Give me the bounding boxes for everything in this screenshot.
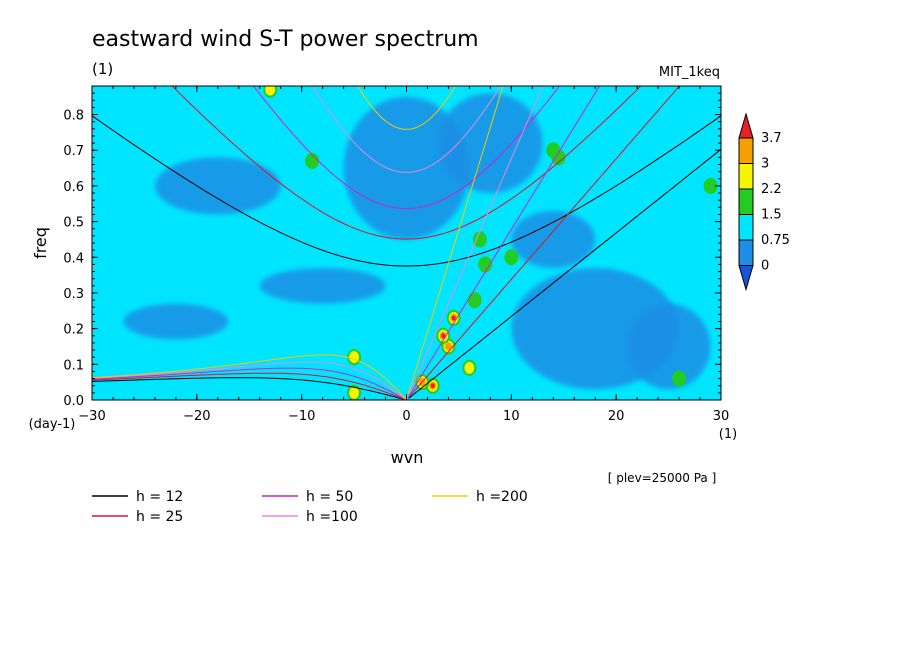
y-tick-label: 0.4 <box>63 251 84 266</box>
gravity-curve-12 <box>92 115 721 267</box>
y-axis-label: freq <box>31 227 50 259</box>
chart-subtitle: (1) <box>92 60 113 78</box>
colorbar-segment <box>738 188 754 215</box>
colorbar-label: 3.7 <box>761 131 782 146</box>
x-tick-label: 10 <box>503 409 520 424</box>
low-power-region <box>154 157 281 215</box>
colorbar-label: 0.75 <box>761 233 790 248</box>
power-blobs <box>263 86 718 400</box>
power-blob-peak <box>430 383 435 389</box>
dark-regions <box>123 93 711 390</box>
low-power-region <box>626 303 711 390</box>
kelvin-curve-100 <box>408 86 544 396</box>
x-tick-label: 30 <box>713 409 730 424</box>
y-tick-label: 0.5 <box>63 216 84 231</box>
kelvin-curve-200 <box>408 86 504 394</box>
power-blob-outer <box>703 177 718 194</box>
legend-label: h =100 <box>306 509 358 525</box>
x-tick-label: −30 <box>78 409 105 424</box>
y-tick-label: 0.0 <box>63 394 84 409</box>
x-tick-label: −20 <box>183 409 210 424</box>
rossby-curve-12 <box>92 377 409 400</box>
chart-title: eastward wind S-T power spectrum <box>92 27 479 52</box>
x-axis: −30 −20 −10 0 10 20 30 <box>78 86 729 424</box>
legend-label: h =200 <box>476 489 528 505</box>
kelvin-curve-12 <box>408 148 721 399</box>
colorbar-bottom-arrow <box>738 265 754 292</box>
colorbar-label: 1.5 <box>761 208 782 223</box>
gravity-curve-50 <box>252 86 561 210</box>
gravity-curve-25 <box>171 86 642 240</box>
y-tick-label: 0.8 <box>63 109 84 124</box>
rossby-curve-25 <box>92 372 408 400</box>
x-axis-label: wvn <box>391 448 424 467</box>
low-power-region <box>259 267 386 304</box>
colorbar-segment <box>738 239 754 266</box>
colorbar-segment <box>738 137 754 164</box>
rossby-curve-50 <box>92 367 408 400</box>
legend: h = 12 h = 25 h = 50 h =100 h =200 <box>92 489 528 525</box>
colorbar-segment <box>738 163 754 190</box>
x-unit-label: (1) <box>719 427 737 442</box>
legend-label: h = 25 <box>136 509 183 525</box>
y-unit-label: (day-1) <box>29 417 76 432</box>
y-tick-label: 0.2 <box>63 323 84 338</box>
power-blob-outer <box>504 249 519 266</box>
low-power-region <box>511 210 596 268</box>
rossby-curve-100 <box>92 361 408 400</box>
power-blob-outer <box>305 152 320 169</box>
power-blob-mid <box>349 351 360 364</box>
low-power-region <box>343 96 470 240</box>
colorbar-label: 0 <box>761 259 769 274</box>
power-blob-peak <box>451 315 456 321</box>
y-tick-label: 0.6 <box>63 180 84 195</box>
y-tick-label: 0.3 <box>63 287 84 302</box>
power-blob-high <box>444 342 452 351</box>
power-blob-peak <box>441 333 446 339</box>
colorbar-label: 3 <box>761 157 769 172</box>
plot-area <box>92 86 721 400</box>
y-tick-label: 0.1 <box>63 358 84 373</box>
plev-annotation: [ plev=25000 Pa ] <box>608 471 717 485</box>
colorbar-label: 2.2 <box>761 182 782 197</box>
gravity-curve-200 <box>357 86 456 130</box>
rossby-curve-200 <box>92 354 408 400</box>
power-blob-outer <box>467 292 482 309</box>
colorbar-segment <box>738 214 754 241</box>
x-tick-label: 20 <box>608 409 625 424</box>
power-blob-mid <box>265 86 276 96</box>
model-name: MIT_1keq <box>659 65 720 80</box>
power-blob-outer <box>672 370 687 387</box>
gravity-curve-100 <box>311 86 502 173</box>
power-blob-outer <box>472 231 487 248</box>
legend-label: h = 50 <box>306 489 353 505</box>
colorbar: 3.7 3 2.2 1.5 0.75 0 <box>738 112 790 292</box>
low-power-region <box>437 93 543 194</box>
power-blob-mid <box>464 361 475 374</box>
dispersion-curves <box>92 86 721 400</box>
low-power-region <box>123 303 229 340</box>
colorbar-top-arrow <box>738 112 754 139</box>
kelvin-curve-50 <box>408 86 601 397</box>
power-blob-outer <box>546 142 561 159</box>
power-blob-outer <box>478 256 493 273</box>
x-tick-label: 0 <box>402 409 410 424</box>
kelvin-curve-25 <box>408 86 681 398</box>
y-tick-label: 0.7 <box>63 144 84 159</box>
power-blob-mid <box>349 386 360 399</box>
legend-label: h = 12 <box>136 489 183 505</box>
x-tick-label: −10 <box>288 409 315 424</box>
y-axis: 0.0 0.1 0.2 0.3 0.4 0.5 0.6 0.7 0.8 <box>63 92 721 409</box>
